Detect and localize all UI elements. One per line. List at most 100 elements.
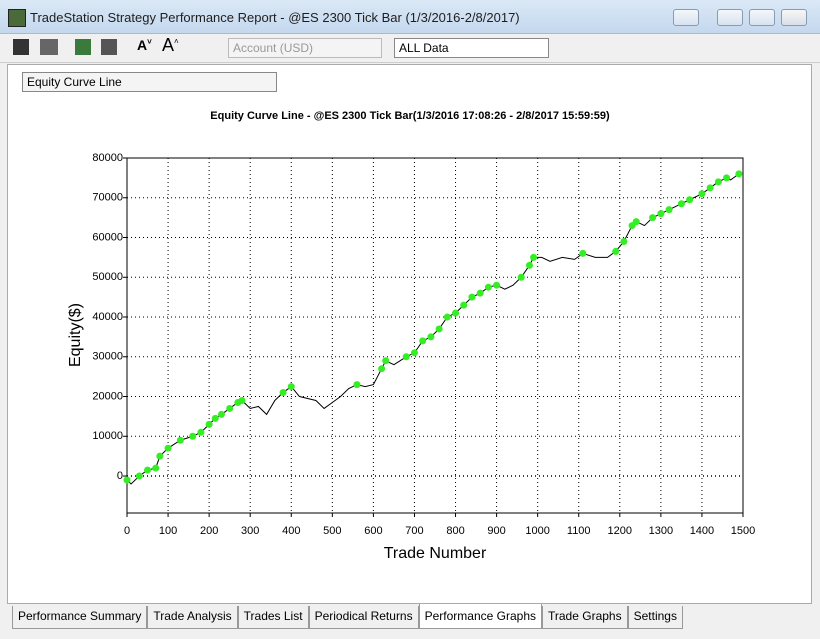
- chart-title: Equity Curve Line - @ES 2300 Tick Bar(1/…: [210, 110, 610, 122]
- new-high-marker: [525, 261, 533, 269]
- save-icon[interactable]: [13, 39, 29, 55]
- new-high-marker: [402, 353, 410, 361]
- x-tick-label: 1300: [649, 525, 673, 537]
- x-tick-label: 800: [446, 525, 464, 537]
- switch-button[interactable]: [673, 9, 699, 26]
- graph-select[interactable]: Equity Curve Line: [22, 72, 277, 92]
- new-high-marker: [353, 381, 361, 389]
- new-high-marker: [476, 289, 484, 297]
- x-tick-label: 300: [241, 525, 259, 537]
- x-tick-label: 500: [323, 525, 341, 537]
- new-high-marker: [144, 466, 152, 474]
- tab[interactable]: Periodical Returns: [308, 606, 419, 629]
- new-high-marker: [176, 436, 184, 444]
- new-high-marker: [686, 196, 694, 204]
- new-high-marker: [287, 383, 295, 391]
- x-tick-label: 1400: [690, 525, 714, 537]
- tab[interactable]: Performance Graphs: [418, 604, 542, 629]
- x-tick-label: 0: [124, 525, 130, 537]
- new-high-marker: [620, 237, 628, 245]
- new-high-marker: [152, 464, 160, 472]
- x-tick-label: 200: [200, 525, 218, 537]
- minimize-button[interactable]: [717, 9, 743, 26]
- tab[interactable]: Trade Analysis: [147, 606, 238, 629]
- new-high-marker: [156, 452, 164, 460]
- new-high-marker: [579, 249, 587, 257]
- new-high-marker: [460, 301, 468, 309]
- title-bar: TradeStation Strategy Performance Report…: [0, 0, 820, 34]
- x-tick-label: 1200: [608, 525, 632, 537]
- new-high-marker: [410, 349, 418, 357]
- y-tick-label: 20000: [92, 390, 123, 402]
- new-high-marker: [189, 432, 197, 440]
- new-high-marker: [197, 428, 205, 436]
- maximize-button[interactable]: [749, 9, 775, 26]
- window-title: TradeStation Strategy Performance Report…: [30, 10, 520, 25]
- tab[interactable]: Trade Graphs: [542, 606, 628, 629]
- new-high-marker: [205, 420, 213, 428]
- x-axis-label: Trade Number: [384, 545, 487, 562]
- new-high-marker: [123, 476, 131, 484]
- new-high-marker: [649, 214, 657, 222]
- chart: Equity Curve Line - @ES 2300 Tick Bar(1/…: [67, 110, 755, 562]
- tab-strip: Performance Summary Trade Analysis Trades …: [12, 604, 683, 629]
- settings-icon[interactable]: [101, 39, 117, 55]
- y-axis-label: Equity($): [67, 303, 84, 367]
- new-high-marker: [378, 365, 386, 373]
- y-tick-label: 10000: [92, 430, 123, 442]
- x-tick-label: 1100: [567, 525, 591, 537]
- app-icon: [8, 9, 26, 27]
- new-high-marker: [735, 170, 743, 178]
- account-select[interactable]: Account (USD): [228, 38, 382, 58]
- new-high-marker: [452, 309, 460, 317]
- new-high-marker: [517, 273, 525, 281]
- new-high-marker: [211, 414, 219, 422]
- x-tick-label: 1000: [525, 525, 549, 537]
- new-high-marker: [427, 333, 435, 341]
- new-high-marker: [226, 404, 234, 412]
- new-high-marker: [238, 396, 246, 404]
- y-tick-label: 40000: [92, 311, 123, 323]
- new-high-marker: [530, 253, 538, 261]
- y-tick-label: 50000: [92, 271, 123, 283]
- content-panel: [7, 64, 812, 604]
- new-high-marker: [443, 313, 451, 321]
- x-tick-label: 600: [364, 525, 382, 537]
- y-tick-label: 80000: [92, 152, 123, 164]
- new-high-marker: [665, 206, 673, 214]
- y-tick-label: 0: [117, 470, 123, 482]
- tab[interactable]: Settings: [627, 606, 683, 629]
- range-select[interactable]: ALL Data: [394, 38, 549, 58]
- x-tick-label: 100: [159, 525, 177, 537]
- tab[interactable]: Trades List: [237, 606, 309, 629]
- x-tick-label: 400: [282, 525, 300, 537]
- y-tick-label: 30000: [92, 351, 123, 363]
- new-high-marker: [135, 472, 143, 480]
- font-larger[interactable]: A˄: [162, 35, 179, 55]
- new-high-marker: [382, 357, 390, 365]
- y-tick-label: 60000: [92, 231, 123, 243]
- refresh-icon[interactable]: [75, 39, 91, 55]
- new-high-marker: [279, 389, 287, 397]
- new-high-marker: [723, 174, 731, 182]
- toolbar: A˅ A˄ Account (USD) ALL Data: [0, 34, 820, 63]
- close-button[interactable]: [781, 9, 807, 26]
- new-high-marker: [435, 325, 443, 333]
- font-smaller[interactable]: A˅: [137, 37, 152, 53]
- new-high-marker: [164, 444, 172, 452]
- x-tick-label: 900: [487, 525, 505, 537]
- new-high-marker: [468, 293, 476, 301]
- new-high-marker: [419, 337, 427, 345]
- new-high-marker: [493, 281, 501, 289]
- x-tick-label: 1500: [731, 525, 755, 537]
- new-high-marker: [484, 283, 492, 291]
- y-tick-label: 70000: [92, 192, 123, 204]
- tab[interactable]: Performance Summary: [12, 606, 148, 629]
- new-high-marker: [217, 410, 225, 418]
- new-high-marker: [706, 184, 714, 192]
- new-high-marker: [698, 190, 706, 198]
- equity-line: [126, 173, 740, 485]
- print-icon[interactable]: [40, 39, 58, 55]
- new-high-marker: [677, 200, 685, 208]
